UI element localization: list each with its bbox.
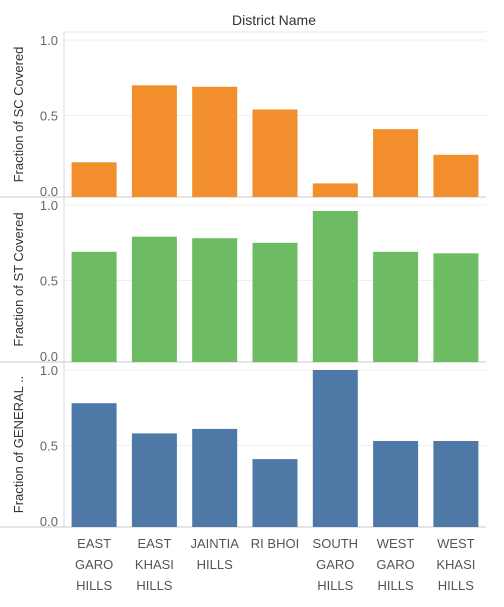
bar-1-6[interactable] bbox=[373, 129, 419, 197]
category-label-line: EAST bbox=[77, 536, 111, 551]
y-tick-label: 0.0 bbox=[40, 349, 58, 364]
category-label-line: GARO bbox=[75, 557, 113, 572]
category-label-line: EAST bbox=[137, 536, 171, 551]
y-tick-label: 0.0 bbox=[40, 184, 58, 199]
category-label-line: HILLS bbox=[378, 578, 414, 593]
bar-3-3[interactable] bbox=[192, 428, 238, 527]
column-header: District Name bbox=[232, 12, 316, 28]
bar-2-6[interactable] bbox=[373, 251, 419, 362]
category-label-line: HILLS bbox=[317, 578, 353, 593]
category-label: SOUTH GARO HILLS bbox=[313, 536, 359, 593]
y-axis-title: Fraction of GENERAL .. bbox=[11, 376, 26, 514]
bar-1-4[interactable] bbox=[252, 109, 298, 198]
y-tick-label: 0.5 bbox=[40, 109, 58, 124]
bar-2-2[interactable] bbox=[131, 236, 177, 362]
bar-3-2[interactable] bbox=[131, 433, 177, 527]
category-label: RI BHOI bbox=[251, 536, 299, 551]
category-label-line: HILLS bbox=[438, 578, 474, 593]
category-label: JAINTIA HILLS bbox=[191, 536, 240, 572]
y-tick-label: 1.0 bbox=[40, 33, 58, 48]
category-label-line: RI BHOI bbox=[251, 536, 299, 551]
category-label-line: KHASI bbox=[436, 557, 475, 572]
category-label-line: HILLS bbox=[136, 578, 172, 593]
panel-1: 0.0 0.5 1.0 Fraction of SC Covered bbox=[0, 31, 486, 199]
bar-2-1[interactable] bbox=[71, 251, 117, 362]
category-label: WEST GARO HILLS bbox=[376, 536, 414, 593]
bar-1-1[interactable] bbox=[71, 162, 117, 197]
category-label-line: WEST bbox=[437, 536, 475, 551]
category-label-line: WEST bbox=[377, 536, 415, 551]
bar-1-7[interactable] bbox=[433, 154, 479, 197]
category-label-line: GARO bbox=[316, 557, 354, 572]
panel-3: 0.0 0.5 1.0 Fraction of GENERAL .. bbox=[0, 362, 486, 529]
y-tick-label: 0.5 bbox=[40, 274, 58, 289]
bar-2-4[interactable] bbox=[252, 242, 298, 363]
bar-3-6[interactable] bbox=[373, 441, 419, 527]
y-axis-title: Fraction of SC Covered bbox=[11, 47, 26, 183]
bar-3-4[interactable] bbox=[252, 459, 298, 527]
category-label-line: GARO bbox=[376, 557, 414, 572]
bar-1-3[interactable] bbox=[192, 86, 238, 197]
category-label: WEST KHASI HILLS bbox=[436, 536, 475, 593]
y-axis-title: Fraction of ST Covered bbox=[11, 212, 26, 346]
bar-3-5[interactable] bbox=[312, 370, 358, 527]
chart-panels: 0.0 0.5 1.0 Fraction of SC Covered 0.0 0.5 1.0… bbox=[0, 31, 486, 529]
bar-1-2[interactable] bbox=[131, 85, 177, 197]
bar-1-5[interactable] bbox=[312, 183, 358, 197]
category-label-line: KHASI bbox=[135, 557, 174, 572]
bar-2-3[interactable] bbox=[192, 238, 238, 362]
category-label-line: JAINTIA bbox=[191, 536, 240, 551]
category-label: EAST GARO HILLS bbox=[75, 536, 113, 593]
category-axis: EAST GARO HILLS EAST KHASI HILLS JAINTIA HILLS R… bbox=[75, 536, 475, 593]
category-label-line: HILLS bbox=[76, 578, 112, 593]
bar-3-1[interactable] bbox=[71, 403, 117, 527]
bar-3-7[interactable] bbox=[433, 441, 479, 527]
y-tick-label: 0.5 bbox=[40, 439, 58, 454]
category-label-line: HILLS bbox=[197, 557, 233, 572]
category-label: EAST KHASI HILLS bbox=[135, 536, 174, 593]
bar-2-5[interactable] bbox=[312, 211, 358, 362]
category-label-line: SOUTH bbox=[313, 536, 359, 551]
y-tick-label: 1.0 bbox=[40, 363, 58, 378]
panel-2: 0.0 0.5 1.0 Fraction of ST Covered bbox=[0, 197, 486, 364]
y-tick-label: 1.0 bbox=[40, 198, 58, 213]
bar-2-7[interactable] bbox=[433, 253, 479, 362]
y-tick-label: 0.0 bbox=[40, 514, 58, 529]
